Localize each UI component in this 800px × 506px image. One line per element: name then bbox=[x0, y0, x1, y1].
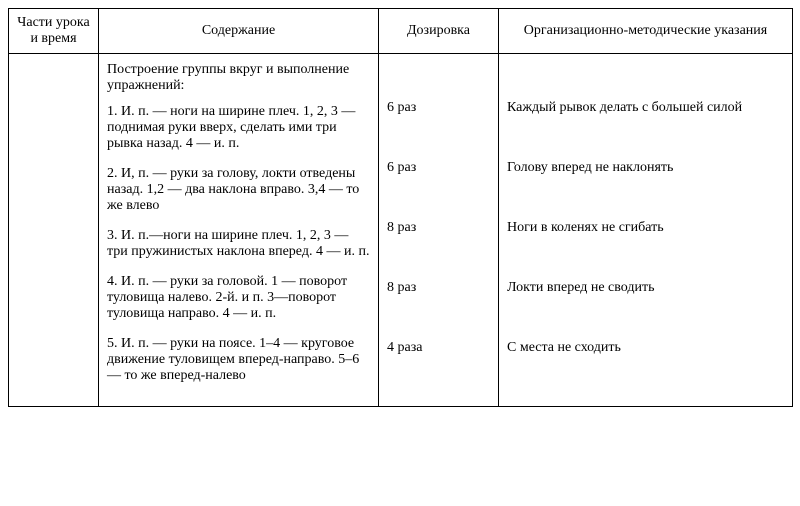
note-1: Каждый рывок делать с большей силой bbox=[507, 100, 784, 116]
content-intro: Построение группы вкруг и выполнение упр… bbox=[107, 62, 370, 94]
note-3: Ноги в коленях не сгибать bbox=[507, 220, 784, 236]
exercise-3: 3. И. п.—ноги на ширине плеч. 1, 2, 3 — … bbox=[107, 228, 370, 260]
col-header-parts: Части урока и время bbox=[9, 9, 99, 54]
exercise-5: 5. И. п. — руки на поясе. 1–4 — круговое… bbox=[107, 336, 370, 384]
cell-parts bbox=[9, 54, 99, 407]
cell-dose: 6 раз 6 раз 8 раз 8 раз 4 раза bbox=[379, 54, 499, 407]
exercise-1: 1. И. п. — ноги на ширине плеч. 1, 2, 3 … bbox=[107, 104, 370, 152]
lesson-plan-table: Части урока и время Содержание Дозировка… bbox=[8, 8, 793, 407]
dose-5: 4 раза bbox=[387, 340, 490, 356]
dose-1: 6 раз bbox=[387, 100, 490, 116]
dose-2: 6 раз bbox=[387, 160, 490, 176]
col-header-content: Содержание bbox=[99, 9, 379, 54]
exercise-2: 2. И, п. — руки за голову, локти отведен… bbox=[107, 166, 370, 214]
note-4: Локти вперед не сводить bbox=[507, 280, 784, 296]
note-5: С места не сходить bbox=[507, 340, 784, 356]
col-header-notes: Организационно-методические указания bbox=[499, 9, 793, 54]
dose-3: 8 раз bbox=[387, 220, 490, 236]
table-row: Построение группы вкруг и выполнение упр… bbox=[9, 54, 793, 407]
note-2: Голову вперед не наклонять bbox=[507, 160, 784, 176]
cell-notes: Каждый рывок делать с большей силой Голо… bbox=[499, 54, 793, 407]
col-header-dose: Дозировка bbox=[379, 9, 499, 54]
exercise-4: 4. И. п. — руки за головой. 1 — поворот … bbox=[107, 274, 370, 322]
table-header-row: Части урока и время Содержание Дозировка… bbox=[9, 9, 793, 54]
cell-content: Построение группы вкруг и выполнение упр… bbox=[99, 54, 379, 407]
dose-4: 8 раз bbox=[387, 280, 490, 296]
